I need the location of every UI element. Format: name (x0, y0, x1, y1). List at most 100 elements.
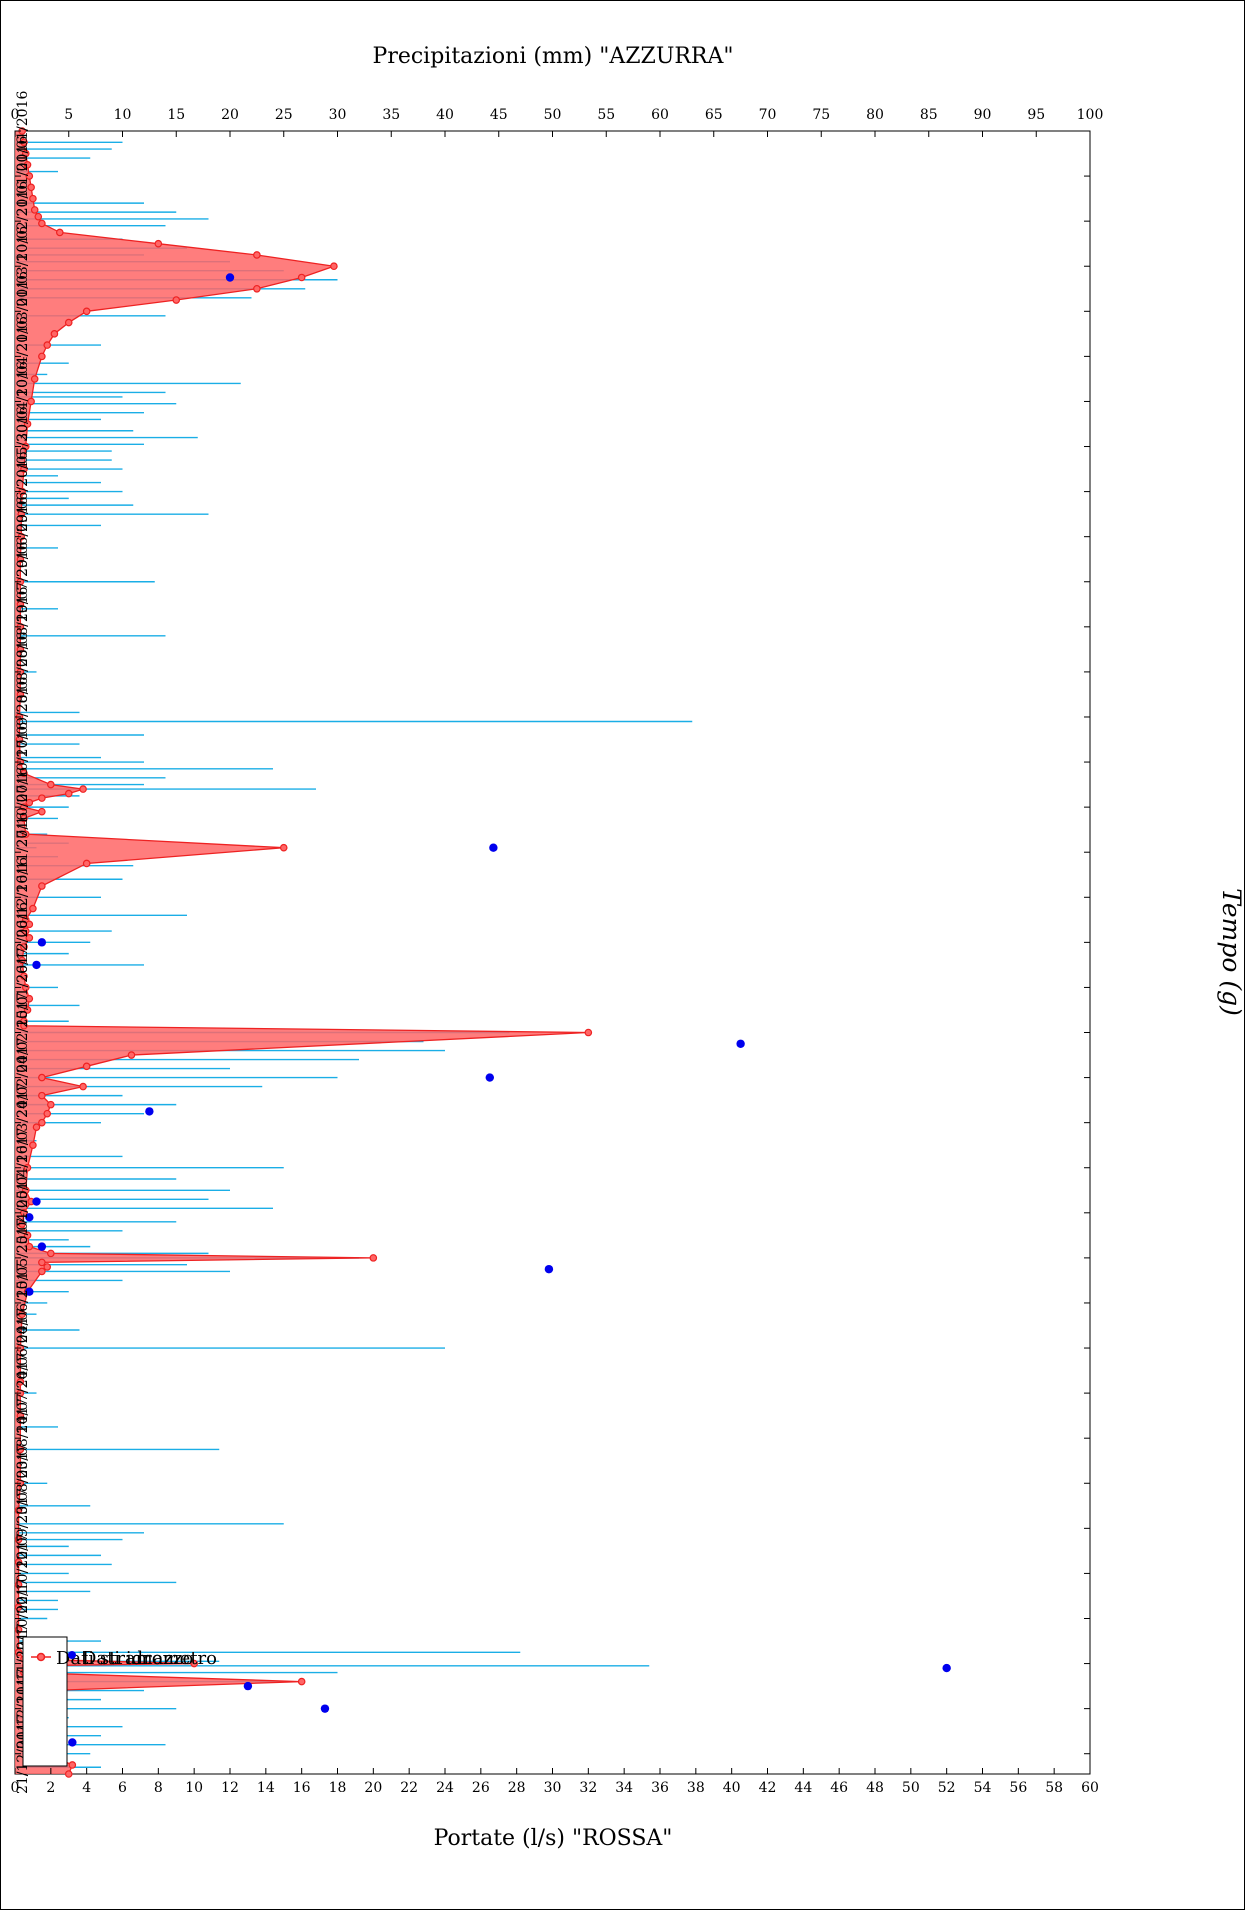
y-tick-label: 58 (1045, 1780, 1063, 1796)
stramazzo-point (25, 934, 34, 942)
stramazzo-point (21, 983, 30, 992)
stramazzo-point (47, 1100, 55, 1109)
x-tick-label: 21/01/2016 (15, 136, 31, 217)
stramazzo-point (18, 956, 26, 965)
stramazzo-point (20, 814, 28, 823)
x-tick-label: 04/06/2017 (15, 1263, 31, 1344)
stramazzo-point (23, 1163, 32, 1172)
stramazzo-point (47, 1249, 55, 1258)
idrometro-point (32, 960, 41, 970)
stramazzo-point (38, 1118, 46, 1127)
stramazzo-series (14, 127, 593, 1778)
y2-tick-label: 10 (114, 107, 132, 123)
stramazzo-point (279, 843, 288, 852)
y-tick-label: 0 (11, 1780, 20, 1796)
stramazzo-point (27, 183, 35, 192)
stramazzo-point (20, 465, 28, 473)
idrometro-point (225, 273, 235, 282)
x-tick-label: 10/02/2016 (15, 181, 31, 262)
stramazzo-point (82, 1062, 91, 1071)
idrometro-point (544, 1264, 554, 1274)
x-tick-label: 17/09/2016 (15, 677, 31, 758)
stramazzo-point (14, 1625, 23, 1634)
x-tick-label: 30/04/2016 (15, 361, 31, 442)
y2-tick-label: 35 (382, 107, 400, 123)
stramazzo-point (21, 149, 30, 158)
stramazzo-point (154, 239, 163, 248)
x-tick-label: 26/12/2016 (15, 902, 31, 983)
idrometro-point (37, 1242, 47, 1251)
stramazzo-point (64, 1770, 73, 1778)
legend-box (22, 1636, 68, 1767)
x-tick-label: 06/12/2016 (15, 857, 31, 938)
y2-tick-label: 95 (1027, 107, 1045, 123)
stramazzo-point (64, 318, 73, 327)
stramazzo-point (21, 442, 30, 451)
idrometro-point (68, 1738, 77, 1747)
y-tick-label: 54 (974, 1780, 992, 1796)
stramazzo-point (25, 994, 34, 1003)
stramazzo-point (25, 172, 34, 180)
stramazzo-point (17, 510, 26, 518)
stramazzo-point (14, 1603, 23, 1612)
x-axis-title: Tempo (g) (1217, 888, 1245, 1016)
stramazzo-point (47, 780, 55, 789)
x-tick-label: 05/04/2017 (15, 1127, 31, 1208)
y2-tick-label: 30 (329, 107, 347, 123)
stramazzo-point (16, 600, 25, 609)
x-tick-label: 19/07/2016 (15, 541, 31, 622)
stramazzo-point (50, 330, 59, 338)
stramazzo-point (38, 807, 46, 816)
stramazzo-point (297, 273, 306, 282)
x-axis-ticks: 01/01/201621/01/201610/02/201601/03/2016… (15, 91, 1090, 1794)
idrometro-point (489, 843, 498, 852)
y-tick-label: 40 (723, 1780, 741, 1796)
y-tick-label: 6 (118, 1780, 127, 1796)
stramazzo-point (38, 219, 46, 228)
stramazzo-point (64, 789, 73, 798)
stramazzo-point (38, 1073, 46, 1082)
stramazzo-point (190, 1659, 198, 1668)
y2-tick-label: 40 (436, 107, 454, 123)
y-tick-label: 10 (185, 1780, 203, 1796)
stramazzo-point (20, 769, 28, 778)
stramazzo-point (297, 1677, 306, 1686)
y2-tick-label: 15 (167, 107, 185, 123)
y-tick-label: 22 (400, 1780, 418, 1796)
stramazzo-point (79, 785, 87, 793)
y2-tick-label: 100 (1077, 107, 1104, 123)
stramazzo-point (16, 690, 25, 699)
stramazzo-point (14, 1580, 23, 1589)
stramazzo-point (25, 798, 34, 807)
stramazzo-point (14, 1648, 23, 1657)
stramazzo-point (38, 1258, 46, 1267)
stramazzo-point (23, 1006, 32, 1014)
x-tick-label: 25/04/2017 (15, 1172, 31, 1253)
stramazzo-point (30, 206, 39, 214)
idrometro-point (37, 938, 47, 947)
stramazzo-point (43, 341, 52, 349)
idrometro-point (25, 1213, 34, 1222)
idrometro-point (320, 1704, 330, 1713)
stramazzo-point (20, 943, 28, 951)
y2-axis-ticks: 0 5 10 15 20 25 30 35 40 45 50 55 60 65 70 75 80 85 90 95 10… (11, 107, 1104, 137)
y2-tick-label: 75 (812, 107, 830, 123)
idrometro-series (25, 273, 951, 1747)
x-tick-label: 08/08/2016 (15, 586, 31, 667)
stramazzo-point (21, 927, 30, 935)
y2-tick-label: 55 (597, 107, 615, 123)
x-tick-label: 02/10/2017 (15, 1533, 31, 1614)
x-tick-label: 29/06/2016 (15, 496, 31, 577)
stramazzo-point (18, 1220, 26, 1228)
idrometro-point (145, 1107, 154, 1116)
y-tick-label: 32 (579, 1780, 597, 1796)
y-tick-label: 28 (508, 1780, 526, 1796)
stramazzo-point (38, 1091, 46, 1100)
x-tick-label: 12/09/2017 (15, 1488, 31, 1569)
stramazzo-point (16, 1445, 25, 1454)
plot-area (14, 130, 1091, 1775)
stramazzo-line (17, 130, 589, 1775)
y-tick-label: 48 (866, 1780, 884, 1796)
stramazzo-point (127, 1051, 136, 1059)
y2-tick-label: 25 (275, 107, 293, 123)
